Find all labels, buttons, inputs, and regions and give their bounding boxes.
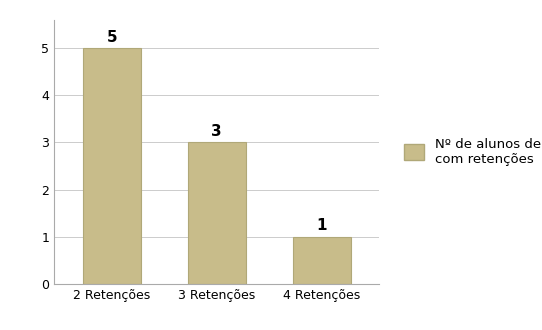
- Bar: [293, 237, 351, 284]
- Text: 3: 3: [211, 124, 222, 139]
- Bar: [83, 48, 141, 284]
- Text: 1: 1: [317, 218, 327, 233]
- Bar: [188, 142, 246, 284]
- Text: 5: 5: [107, 30, 117, 45]
- Legend: Nº de alunos de SM
com retenções: Nº de alunos de SM com retenções: [399, 133, 542, 171]
